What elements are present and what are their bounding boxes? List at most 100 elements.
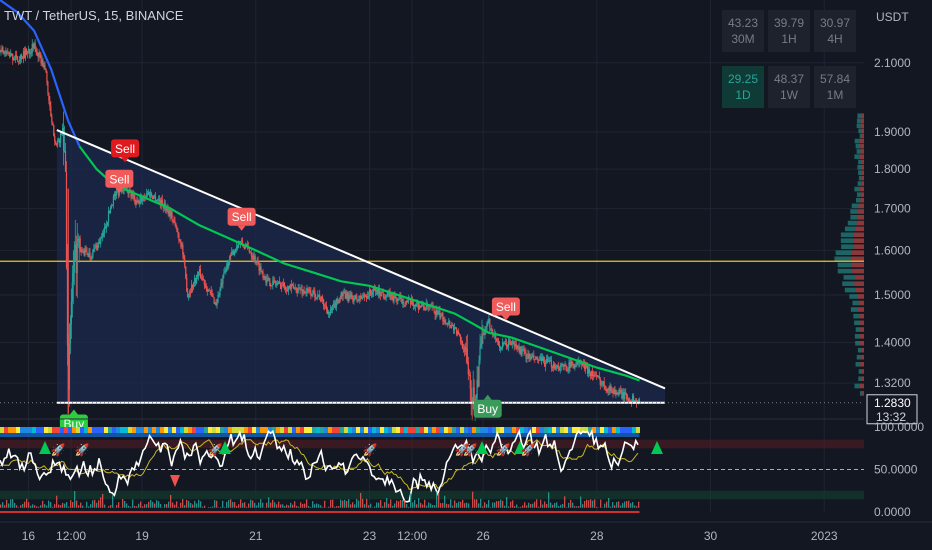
candle-body — [412, 303, 415, 307]
candle-body — [234, 251, 236, 255]
volume-profile-bar — [853, 238, 864, 243]
osc-color-band — [548, 427, 552, 433]
candle-body — [2, 47, 4, 53]
candle-body — [148, 191, 150, 195]
candle-body — [36, 51, 38, 54]
osc-histogram-bar — [174, 504, 176, 508]
osc-histogram-bar — [316, 503, 318, 508]
volume-profile-bar — [844, 287, 856, 293]
candle-body — [254, 255, 256, 263]
osc-color-band — [424, 427, 428, 433]
candle-body — [472, 387, 474, 404]
osc-color-band — [0, 427, 4, 433]
osc-histogram-bar — [434, 505, 436, 508]
candle-body — [627, 398, 629, 400]
candle-body — [151, 196, 154, 199]
candle-body — [293, 287, 295, 289]
candle-body — [169, 210, 171, 216]
candle-body — [552, 364, 554, 368]
candle-body — [410, 299, 412, 305]
candle-body — [588, 369, 591, 374]
candle-body — [616, 392, 618, 394]
candle-body — [7, 52, 9, 54]
osc-histogram-bar — [420, 502, 422, 508]
osc-histogram-bar — [548, 492, 550, 508]
osc-color-band — [524, 427, 528, 433]
osc-color-band — [552, 427, 556, 433]
candle-body — [205, 285, 207, 289]
osc-histogram-bar — [60, 505, 62, 508]
candle-body — [79, 238, 81, 249]
candle-body — [341, 292, 343, 297]
osc-signal-up-icon — [514, 441, 526, 454]
osc-histogram-bar — [266, 502, 268, 508]
osc-histogram-bar — [128, 505, 130, 508]
candle-body — [595, 374, 597, 376]
candle-body — [520, 346, 522, 355]
osc-histogram-bar — [6, 499, 8, 508]
signal-label-box — [227, 207, 256, 226]
osc-histogram-bar — [202, 506, 204, 508]
candle-body — [218, 295, 220, 296]
candle-body — [476, 379, 478, 399]
candle-body — [538, 360, 540, 362]
osc-histogram-bar — [200, 501, 202, 508]
volume-profile-bar — [856, 123, 861, 129]
osc-histogram-bar — [406, 504, 408, 508]
candle-body — [456, 331, 459, 335]
osc-color-band — [568, 427, 572, 433]
osc-histogram-bar — [68, 506, 70, 508]
osc-color-band — [244, 427, 248, 433]
candle-body — [362, 297, 364, 299]
candle-body — [14, 58, 16, 60]
candle-body — [587, 369, 590, 374]
osc-histogram-bar — [478, 503, 480, 508]
candle-body — [402, 302, 404, 304]
osc-histogram-bar — [332, 499, 334, 508]
volume-profile-bar — [857, 347, 862, 353]
osc-color-band — [164, 427, 168, 433]
osc-histogram-bar — [190, 503, 192, 508]
osc-histogram-bar — [428, 502, 430, 508]
osc-color-band — [80, 427, 84, 433]
moving-averages — [0, 0, 640, 382]
candle-body — [377, 288, 379, 294]
candle-body — [297, 288, 299, 294]
osc-color-band — [172, 427, 176, 433]
tf-label: 30M — [731, 32, 755, 46]
candle-body — [10, 53, 12, 57]
osc-histogram-bar — [360, 492, 362, 508]
osc-color-band — [4, 427, 8, 433]
volume-profile-bar — [850, 256, 864, 262]
candle-body — [225, 268, 227, 272]
candle-body — [602, 381, 604, 383]
candle-body — [182, 244, 184, 255]
volume-profile-bar — [857, 181, 862, 186]
osc-histogram-bar — [164, 504, 166, 508]
candle-body — [446, 323, 448, 325]
candle-body — [566, 369, 568, 371]
osc-oversold-zone — [0, 490, 864, 500]
candle-body — [276, 283, 278, 285]
candle-body — [80, 248, 82, 252]
candle-body — [394, 295, 396, 298]
candle-body — [510, 344, 512, 346]
signal-label-box — [473, 399, 502, 418]
candle-body — [324, 305, 327, 307]
osc-tick-label: 0.0000 — [874, 505, 911, 519]
symbol-title: TWT / TetherUS, 15, BINANCE — [4, 8, 184, 23]
candle-body — [352, 297, 354, 303]
candle-body — [550, 360, 553, 368]
osc-color-band — [96, 427, 100, 433]
osc-histogram-bar — [412, 502, 414, 508]
osc-color-band — [484, 427, 488, 433]
candle-body — [558, 367, 560, 371]
candle-body — [502, 342, 505, 344]
osc-histogram-bar — [242, 502, 244, 508]
osc-histogram-bar — [130, 506, 132, 508]
candle-body — [1, 47, 3, 52]
osc-histogram-bar — [226, 501, 228, 508]
osc-histogram-bar — [500, 499, 502, 508]
osc-color-band — [536, 427, 540, 433]
candle-body — [389, 292, 391, 300]
